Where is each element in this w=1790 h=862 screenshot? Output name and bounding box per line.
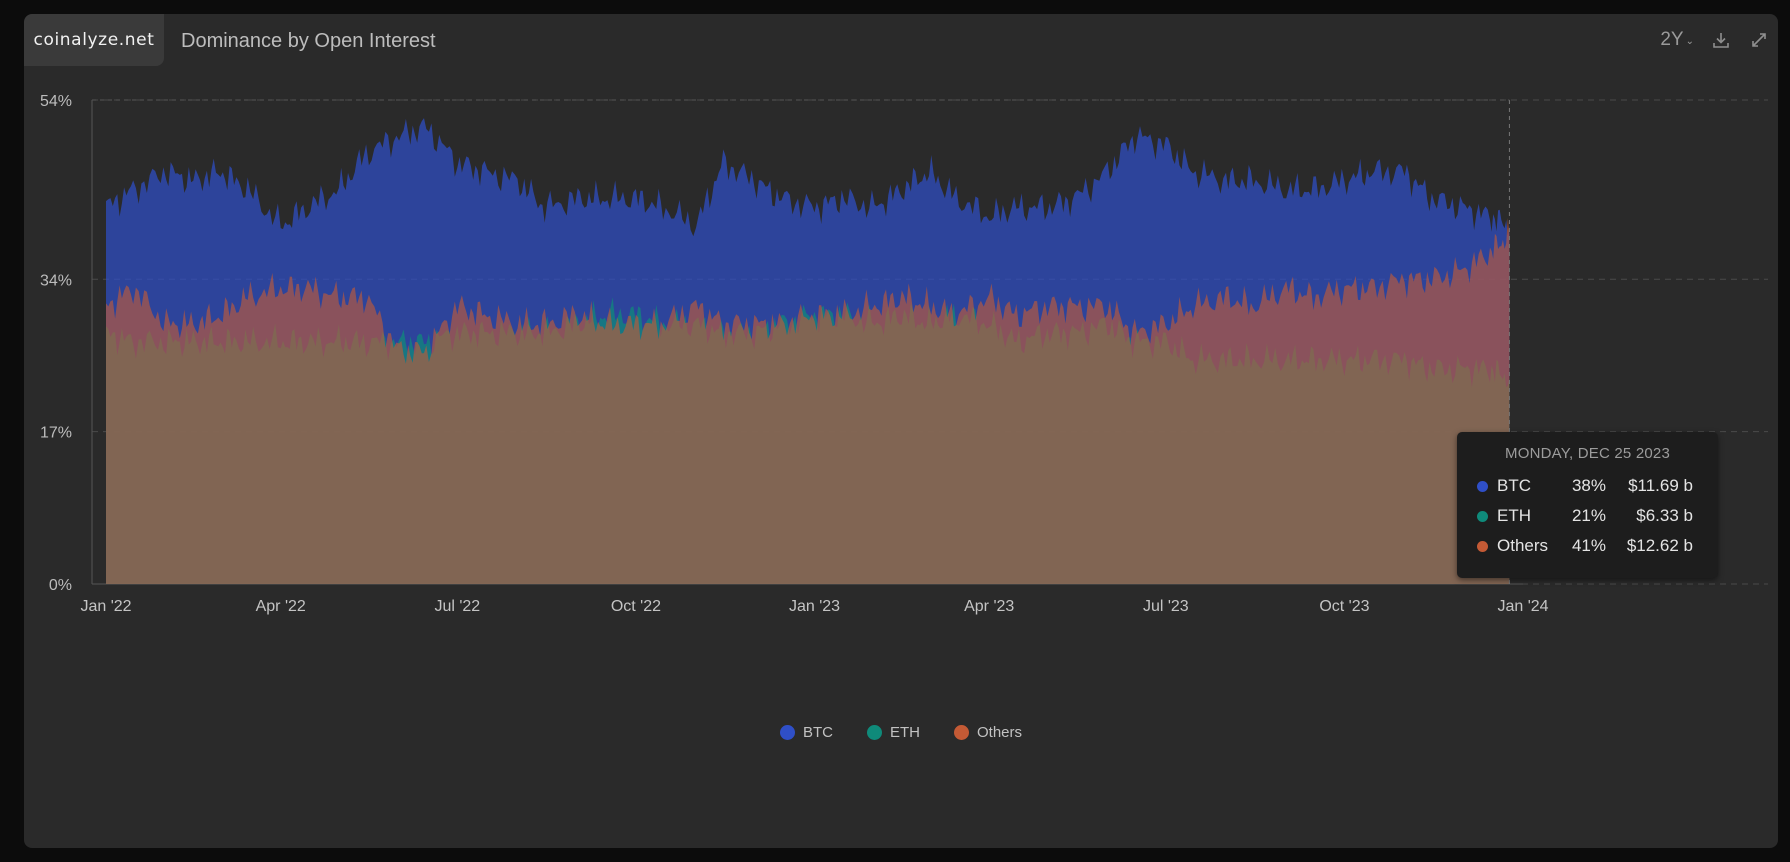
tooltip-percent: 41%	[1571, 536, 1606, 555]
x-tick-label: Apr '22	[256, 598, 306, 615]
x-tick-label: Oct '22	[611, 598, 661, 615]
tooltip-percent: 21%	[1571, 506, 1606, 525]
chart-title: Dominance by Open Interest	[181, 30, 436, 52]
tooltip-name: Others	[1497, 536, 1549, 555]
expand-icon[interactable]	[1748, 29, 1770, 51]
legend-item-btc[interactable]: BTC	[779, 724, 833, 741]
x-tick-label: Jul '23	[1143, 598, 1189, 615]
chart-panel: coinalyze.net Dominance by Open Interest…	[24, 14, 1778, 848]
dominance-chart: 0% 17% 34% 54% Jan '22 Apr '22 Jul '22 Oct '22 J…	[40, 93, 1768, 615]
y-tick-label: 34%	[40, 272, 72, 289]
chart-toolbar: 2Y ⌄	[1660, 24, 1770, 56]
range-select[interactable]: 2Y ⌄	[1660, 29, 1694, 51]
legend-item-eth[interactable]: ETH	[866, 724, 920, 741]
tooltip-percent: 38%	[1571, 476, 1606, 495]
area-series-others	[106, 218, 1510, 584]
tooltip-row-eth: ETH 21% $6.33 b	[1457, 502, 1718, 532]
tooltip-dot-btc	[1477, 481, 1488, 492]
logo[interactable]: coinalyze.net	[24, 14, 164, 66]
legend-item-others[interactable]: Others	[953, 724, 1022, 741]
x-tick-label: Jul '22	[434, 598, 480, 615]
tooltip-value: $6.33 b	[1636, 506, 1693, 525]
legend-label-btc: BTC	[802, 724, 833, 741]
legend-dot-others	[953, 725, 969, 740]
tooltip-date: MONDAY, DEC 25 2023	[1505, 445, 1670, 462]
chart-legend: BTC ETH Others	[24, 724, 1778, 741]
tooltip-row-others: Others 41% $12.62 b	[1457, 532, 1718, 562]
download-icon[interactable]	[1710, 29, 1732, 51]
x-tick-label: Jan '23	[789, 598, 840, 615]
tooltip-dot-eth	[1477, 511, 1488, 522]
legend-label-eth: ETH	[889, 724, 920, 741]
legend-dot-btc	[779, 725, 795, 740]
tooltip-dot-others	[1477, 541, 1488, 552]
x-tick-label: Oct '23	[1319, 598, 1369, 615]
legend-label-others: Others	[976, 724, 1022, 741]
tooltip-value: $11.69 b	[1628, 476, 1693, 495]
range-select-value: 2Y	[1660, 29, 1684, 50]
y-tick-label: 17%	[40, 425, 72, 442]
x-tick-label: Jan '24	[1497, 598, 1548, 615]
tooltip-row-btc: BTC 38% $11.69 b	[1457, 472, 1718, 502]
y-tick-label: 0%	[49, 577, 72, 594]
tooltip-name: BTC	[1497, 476, 1531, 495]
x-tick-label: Apr '23	[964, 598, 1014, 615]
y-tick-label: 54%	[40, 93, 72, 110]
x-tick-label: Jan '22	[80, 598, 131, 615]
chevron-down-icon: ⌄	[1685, 35, 1694, 47]
tooltip-name: ETH	[1497, 506, 1531, 525]
chart-tooltip: MONDAY, DEC 25 2023 BTC 38% $11.69 b ETH…	[1457, 432, 1718, 578]
legend-dot-eth	[866, 725, 882, 740]
tooltip-value: $12.62 b	[1626, 536, 1693, 555]
